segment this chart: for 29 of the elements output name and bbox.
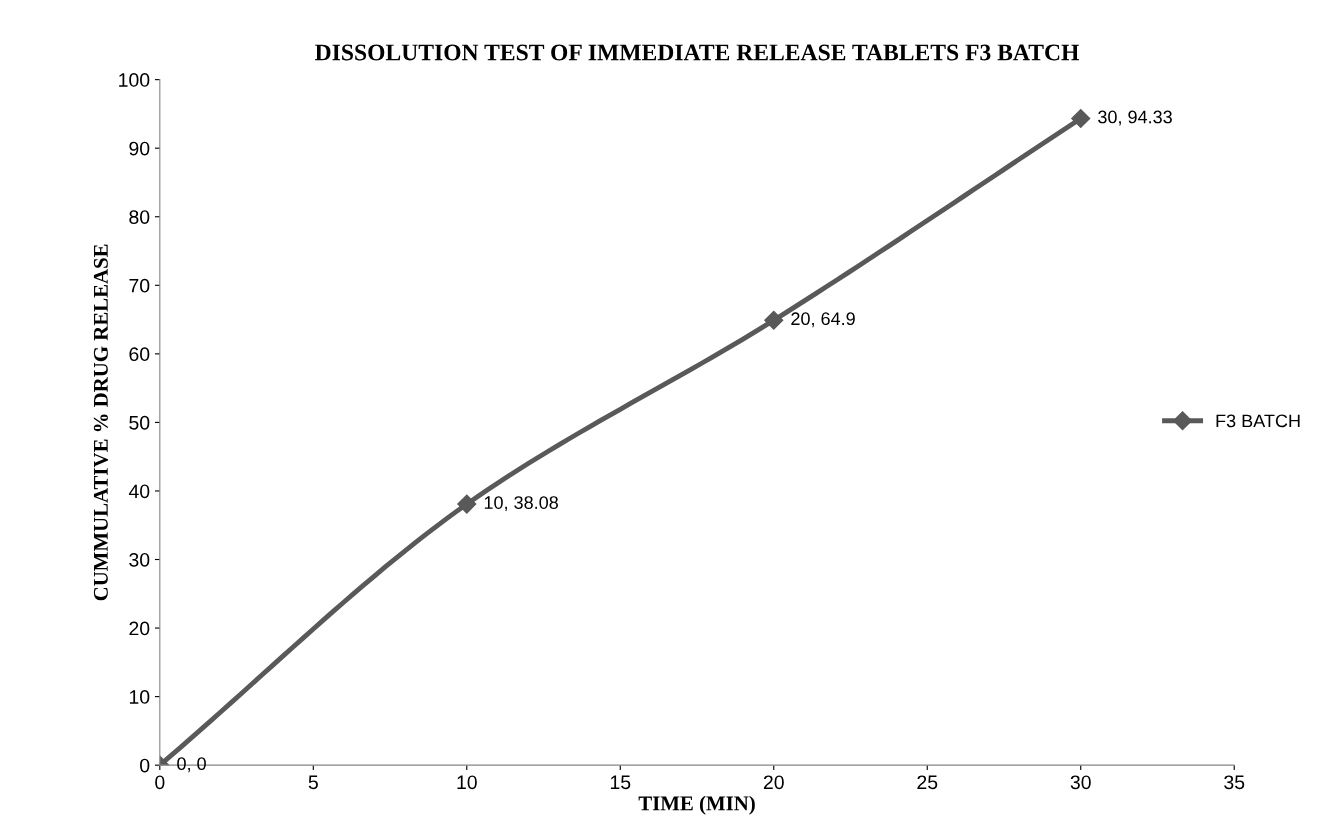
y-tick-label: 40 [128,484,150,499]
y-tick-label: 0 [140,758,150,773]
y-axis-title: CUMMULATIVE % DRUG RELEASE [93,244,108,601]
point [764,310,784,330]
y-tick-label: 100 [119,73,150,87]
point [1071,108,1091,129]
x-tick-label: 15 [610,775,631,790]
x-axis-title: TIME (MIN) [638,795,755,815]
y-tick-label: 50 [129,415,150,430]
data-label: 0, 0 [177,757,206,773]
legend-label: F3 BATCH [1216,414,1300,428]
x-tick-label: 30 [1070,775,1091,790]
y-tick-label: 60 [129,347,150,362]
chart-title: DISSOLUTION TEST OF IMMEDIATE RELEASE TABLETS F3 BATCH [315,44,1080,61]
x-tick-label: 35 [1224,775,1245,790]
x-tick-label: 25 [917,775,938,790]
y-tick-label: 20 [129,621,150,636]
data-label: 10, 38.08 [484,496,558,512]
y-tick-label: 30 [129,552,150,567]
data-label: 30, 94.33 [1098,110,1172,126]
x-tick-label: 5 [308,775,318,790]
y-tick-label: 90 [129,141,150,156]
x-tick-label: 20 [763,775,784,790]
y-tick-label: 10 [129,690,150,704]
y-tick-label: 80 [129,210,150,224]
x-tick-label: 10 [457,775,477,790]
y-tick-label: 70 [129,278,150,293]
data-label: 20, 64.9 [791,312,855,328]
x-tick-label: 0 [155,775,165,790]
